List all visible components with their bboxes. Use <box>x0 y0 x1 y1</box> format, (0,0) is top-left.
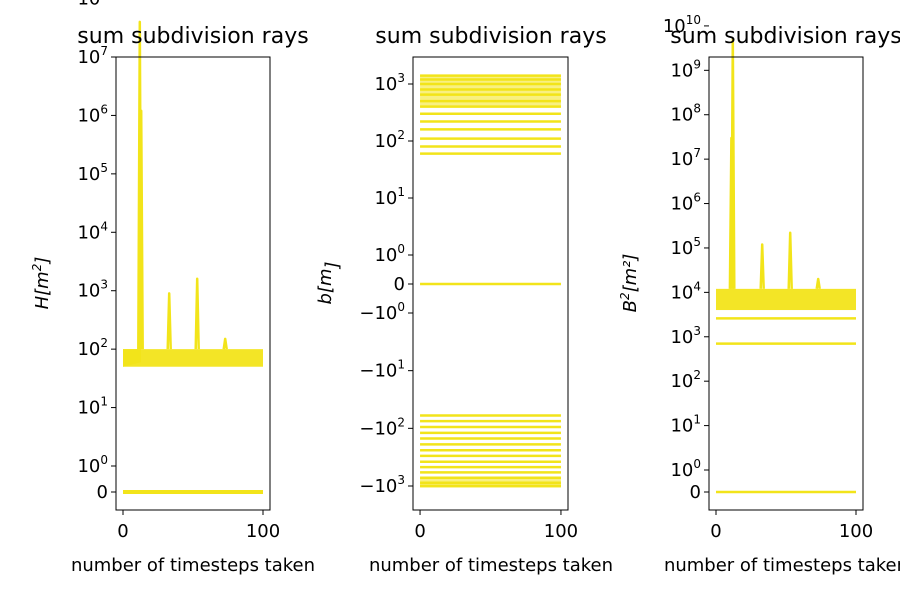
panel-b2-ytick-label-9: 108 <box>670 102 701 126</box>
panel-b-ytick-label-1: −102 <box>359 415 405 439</box>
panel-h-series-spike-2 <box>166 292 172 350</box>
panel-h-ytick-label-7: 106 <box>77 102 108 126</box>
panel-b2-plot <box>716 38 856 494</box>
panel-h-title: sum subdivision rays <box>77 24 308 49</box>
panel-b-ytick-label-7: 102 <box>374 128 405 152</box>
panel-h-xtick-label-0: 0 <box>117 521 128 542</box>
panel-h-xlabel: number of timesteps taken <box>71 555 315 576</box>
panel-b2-ytick-label-5: 104 <box>670 279 701 303</box>
panel-b2-ytick-label-8: 107 <box>670 146 701 170</box>
panel-h-plot <box>123 20 263 494</box>
panel-b2-ytick-label-10: 109 <box>670 57 701 81</box>
panel-b2-series-band <box>716 288 856 311</box>
panel-b-xtick-label-0: 0 <box>414 521 425 542</box>
panel-h-ytick-label-1: 100 <box>77 453 108 477</box>
panel-b2-xlabel: number of timesteps taken <box>664 555 900 576</box>
panel-b2-ytick-label-3: 102 <box>670 368 701 392</box>
panel-b-ytick-label-0: −103 <box>359 473 405 497</box>
panel-b-ytick-label-4: 0 <box>394 274 405 295</box>
panel-h-series-spike-4 <box>222 337 228 350</box>
panel-h-ytick-label-8: 107 <box>77 44 108 68</box>
panel-h-series-start-dip <box>123 349 141 367</box>
panel-b2-series-spike-2 <box>759 243 765 289</box>
panel-h-ylabel: H[m2] <box>30 257 53 310</box>
panel-h-ticks: 0 100 0 100 101 102 103 104 105 106 107 108 <box>77 0 280 542</box>
panel-h-ytick-label-9: 108 <box>77 0 108 10</box>
panel-b-title: sum subdivision rays <box>375 24 606 49</box>
panel-b-axes-frame <box>412 56 569 511</box>
panel-h-ytick-label-5: 104 <box>77 219 108 243</box>
panel-b2-axes-frame <box>708 56 864 511</box>
panel-b-ytick-label-3: −100 <box>359 300 405 324</box>
panel-h-axes-frame <box>115 56 271 511</box>
panel-b2-xtick-label-0: 0 <box>710 521 721 542</box>
panel-b-ytick-label-5: 100 <box>374 242 405 266</box>
panel-h-series-spike-3 <box>194 277 200 350</box>
panel-b2-series-spike-4 <box>815 277 821 290</box>
panel-b2-ytick-label-0: 0 <box>690 482 701 503</box>
panel-h-ytick-label-2: 101 <box>77 395 108 419</box>
panel-b2-ytick-label-6: 105 <box>670 235 701 259</box>
panel-h-series-band <box>123 349 263 367</box>
panel-b2-ytick-label-1: 100 <box>670 457 701 481</box>
panel-b2-series-spike-3 <box>787 231 793 289</box>
panel-b-xtick-label-1: 100 <box>544 521 578 542</box>
panel-b2-ylabel: B2[m²] <box>618 254 641 313</box>
panel-b-ytick-label-2: −101 <box>359 358 405 382</box>
panel-b: 0 100 −103 −102 −101 −100 0 100 101 102 103 sum su… <box>315 24 613 576</box>
panel-b2-ytick-label-11: 1010 <box>663 13 701 37</box>
panel-b2-ytick-label-4: 103 <box>670 324 701 348</box>
panel-h-ytick-label-3: 102 <box>77 336 108 360</box>
panel-b2-series-spike-1 <box>730 38 736 289</box>
panel-b2: 0 10001001011021031041051061071081091010 … <box>618 13 900 576</box>
panel-b2-ytick-label-7: 106 <box>670 191 701 215</box>
panel-b-series-pos-fill <box>420 75 561 107</box>
panel-b2-xtick-label-1: 100 <box>839 521 873 542</box>
panel-b-ylabel: b[m] <box>315 261 343 304</box>
panel-b-ytick-label-6: 101 <box>374 185 405 209</box>
panel-b-plot <box>420 74 561 488</box>
panel-h-xtick-label-1: 100 <box>246 521 280 542</box>
panel-h-series-spike-1 <box>138 109 144 350</box>
panel-b-xlabel: number of timesteps taken <box>369 555 613 576</box>
panel-h: 0 100 0 100 101 102 103 104 105 106 107 108 sum sub… <box>30 0 315 576</box>
panel-h-ytick-label-6: 105 <box>77 161 108 185</box>
panel-b-series-neg-fill <box>420 477 561 486</box>
panel-h-ytick-label-4: 103 <box>77 278 108 302</box>
panel-b-ticks: 0 100 −103 −102 −101 −100 0 100 101 102 103 <box>359 71 578 542</box>
panel-b2-ytick-label-2: 101 <box>670 413 701 437</box>
panel-h-ytick-label-0: 0 <box>97 482 108 503</box>
panel-b2-title: sum subdivision rays <box>670 24 900 49</box>
panel-b-ytick-label-8: 103 <box>374 71 405 95</box>
